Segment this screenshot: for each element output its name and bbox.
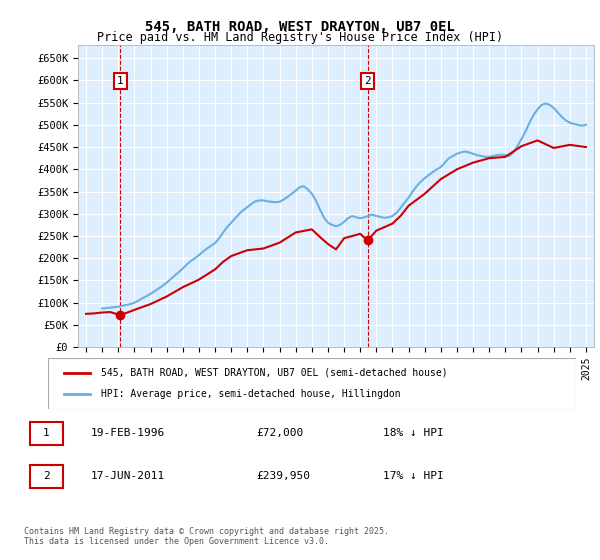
Text: 17% ↓ HPI: 17% ↓ HPI bbox=[383, 471, 443, 481]
Text: HPI: Average price, semi-detached house, Hillingdon: HPI: Average price, semi-detached house,… bbox=[101, 389, 400, 399]
Text: Price paid vs. HM Land Registry's House Price Index (HPI): Price paid vs. HM Land Registry's House … bbox=[97, 31, 503, 44]
Text: 545, BATH ROAD, WEST DRAYTON, UB7 0EL: 545, BATH ROAD, WEST DRAYTON, UB7 0EL bbox=[145, 20, 455, 34]
FancyBboxPatch shape bbox=[29, 465, 62, 488]
Text: 1: 1 bbox=[43, 428, 49, 438]
Text: £239,950: £239,950 bbox=[256, 471, 310, 481]
Text: 19-FEB-1996: 19-FEB-1996 bbox=[90, 428, 164, 438]
FancyBboxPatch shape bbox=[29, 422, 62, 445]
Text: 17-JUN-2011: 17-JUN-2011 bbox=[90, 471, 164, 481]
Text: 1: 1 bbox=[117, 76, 124, 86]
Text: 2: 2 bbox=[364, 76, 371, 86]
Text: Contains HM Land Registry data © Crown copyright and database right 2025.
This d: Contains HM Land Registry data © Crown c… bbox=[24, 526, 389, 546]
FancyBboxPatch shape bbox=[48, 358, 576, 409]
Text: 2: 2 bbox=[43, 471, 49, 481]
Text: £72,000: £72,000 bbox=[256, 428, 303, 438]
Text: 545, BATH ROAD, WEST DRAYTON, UB7 0EL (semi-detached house): 545, BATH ROAD, WEST DRAYTON, UB7 0EL (s… bbox=[101, 367, 448, 377]
Text: 18% ↓ HPI: 18% ↓ HPI bbox=[383, 428, 443, 438]
